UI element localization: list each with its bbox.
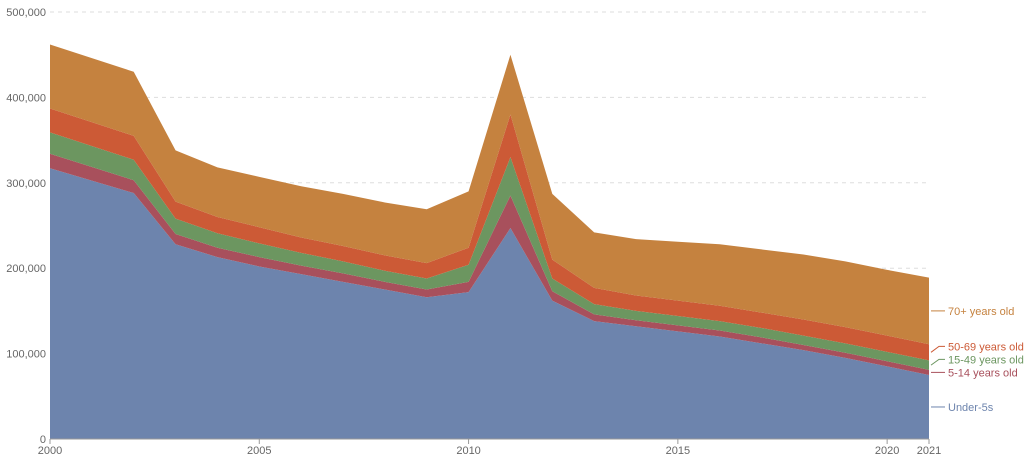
area-15-49-years-old [50, 132, 929, 370]
area-5-14-years-old [50, 153, 929, 375]
x-tick-label: 2015 [666, 445, 690, 457]
area-70-years-old [50, 44, 929, 345]
area-series [50, 44, 929, 439]
legend-label-5-14-years-old: 5-14 years old [948, 367, 1018, 379]
x-tick-label: 2021 [917, 445, 941, 457]
y-tick-label: 400,000 [6, 92, 46, 104]
legend-connector-50-69-years-old [930, 345, 945, 353]
x-tick-label: 2010 [456, 445, 480, 457]
legend-label-15-49-years-old: 15-49 years old [948, 354, 1024, 366]
x-tick-label: 2000 [38, 445, 62, 457]
y-tick-label: 500,000 [6, 7, 46, 19]
y-tick-label: 300,000 [6, 178, 46, 190]
y-tick-label: 200,000 [6, 263, 46, 275]
area-50-69-years-old [50, 108, 929, 361]
y-tick-label: 100,000 [6, 349, 46, 361]
legend-label-50-69-years-old: 50-69 years old [948, 341, 1024, 353]
legend-connector-15-49-years-old [930, 358, 945, 366]
x-tick-label: 2020 [875, 445, 899, 457]
y-tick-label: 0 [40, 434, 46, 446]
legend-label-70-years-old: 70+ years old [948, 306, 1014, 318]
axes: 0 100,000 200,000 300,000 400,000 500,000 2000… [6, 7, 941, 457]
legend-label-under-5s: Under-5s [948, 402, 994, 414]
area-under-5s [50, 168, 929, 439]
x-tick-label: 2005 [247, 445, 271, 457]
